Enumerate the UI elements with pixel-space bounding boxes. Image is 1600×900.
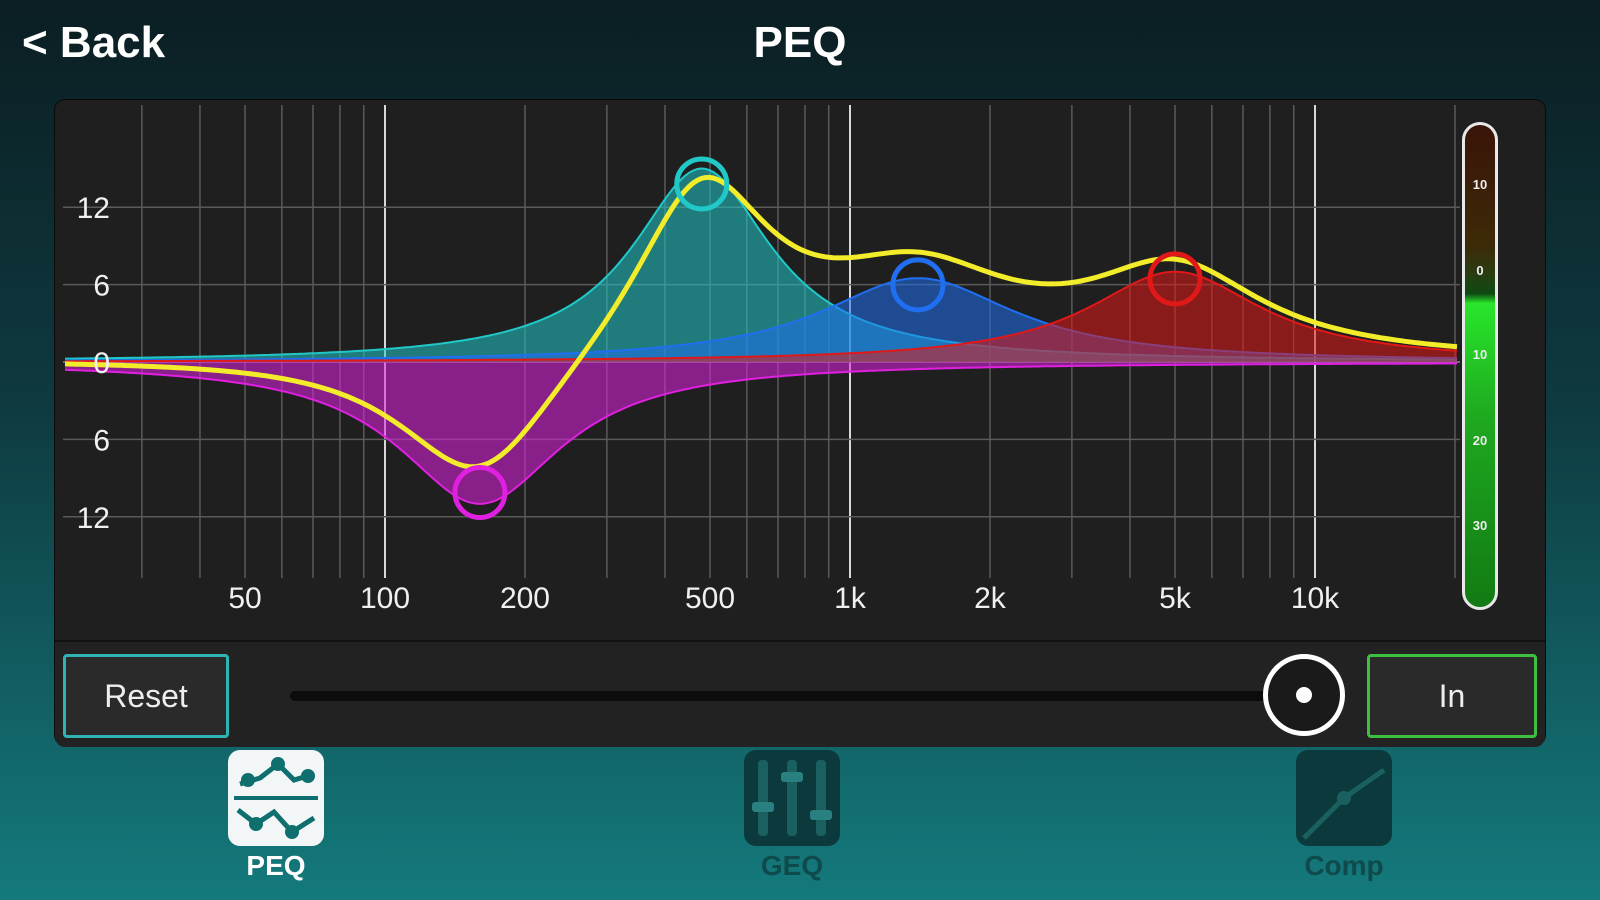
x-tick-label: 50: [228, 582, 261, 615]
back-button[interactable]: < Back: [22, 18, 166, 67]
slider-track[interactable]: [290, 691, 1320, 701]
meter-label: 30: [1472, 518, 1488, 533]
tab-label: GEQ: [760, 850, 824, 881]
reset-button[interactable]: Reset: [63, 654, 229, 738]
x-tick-label: 200: [500, 582, 550, 615]
x-tick-label: 500: [685, 582, 735, 615]
meter-label: 10: [1472, 177, 1488, 192]
tab-label: PEQ: [246, 850, 306, 881]
page-title: PEQ: [753, 18, 847, 67]
y-tick-label: 6: [93, 270, 110, 303]
meter-label: 10: [1472, 347, 1488, 362]
x-tick-label: 5k: [1159, 582, 1192, 615]
comp-icon: [1296, 750, 1392, 846]
y-tick-label: 12: [77, 502, 110, 535]
level-meter: 10 0 10 20 30: [1462, 122, 1498, 610]
geq-icon: [744, 750, 840, 846]
tab-comp[interactable]: Comp: [1274, 750, 1414, 882]
tab-label: Comp: [1304, 850, 1384, 881]
band-1-curve: [64, 362, 1457, 505]
band-fills: [64, 167, 1458, 505]
in-button[interactable]: In: [1367, 654, 1537, 738]
response-curve-group: [64, 174, 1458, 470]
tab-geq[interactable]: GEQ: [722, 750, 862, 882]
band-3-handle[interactable]: [890, 257, 946, 313]
band-4-curve: [65, 270, 1458, 363]
y-tick-label: 0: [93, 347, 110, 380]
meter-label: 0: [1476, 263, 1484, 278]
top-bar: < Back PEQ: [0, 0, 1600, 100]
eq-panel: 12 6 0 6 12 50 100 200 500 1k 2k 5k 10k 10 0 10 20 …: [55, 100, 1545, 747]
band-2-fill: [65, 168, 1457, 362]
x-tick-label: 100: [360, 582, 410, 615]
x-tick-label: 1k: [834, 582, 867, 615]
response-curve: [64, 174, 1458, 470]
band-4-handle[interactable]: [1147, 251, 1203, 307]
x-axis-labels: 50 100 200 500 1k 2k 5k 10k: [228, 582, 1340, 615]
band-4-fill: [65, 271, 1457, 362]
meter-label: 20: [1472, 433, 1488, 448]
y-tick-label: 6: [93, 424, 110, 457]
control-bar: Reset In: [55, 640, 1545, 747]
band-1-handle[interactable]: [452, 465, 508, 521]
band-handles: [452, 156, 1203, 521]
tab-bar: PEQ GEQ Comp: [0, 750, 1600, 900]
y-axis-labels: 12 6 0 6 12: [77, 192, 110, 535]
peq-icon: [228, 750, 324, 846]
band-2-handle[interactable]: [674, 156, 730, 212]
x-tick-label: 2k: [974, 582, 1007, 615]
y-tick-label: 12: [77, 192, 110, 225]
tab-peq[interactable]: PEQ: [206, 750, 346, 882]
slider-knob[interactable]: [1263, 654, 1345, 736]
x-tick-label: 10k: [1291, 582, 1340, 615]
band-1-fill: [65, 362, 1457, 504]
